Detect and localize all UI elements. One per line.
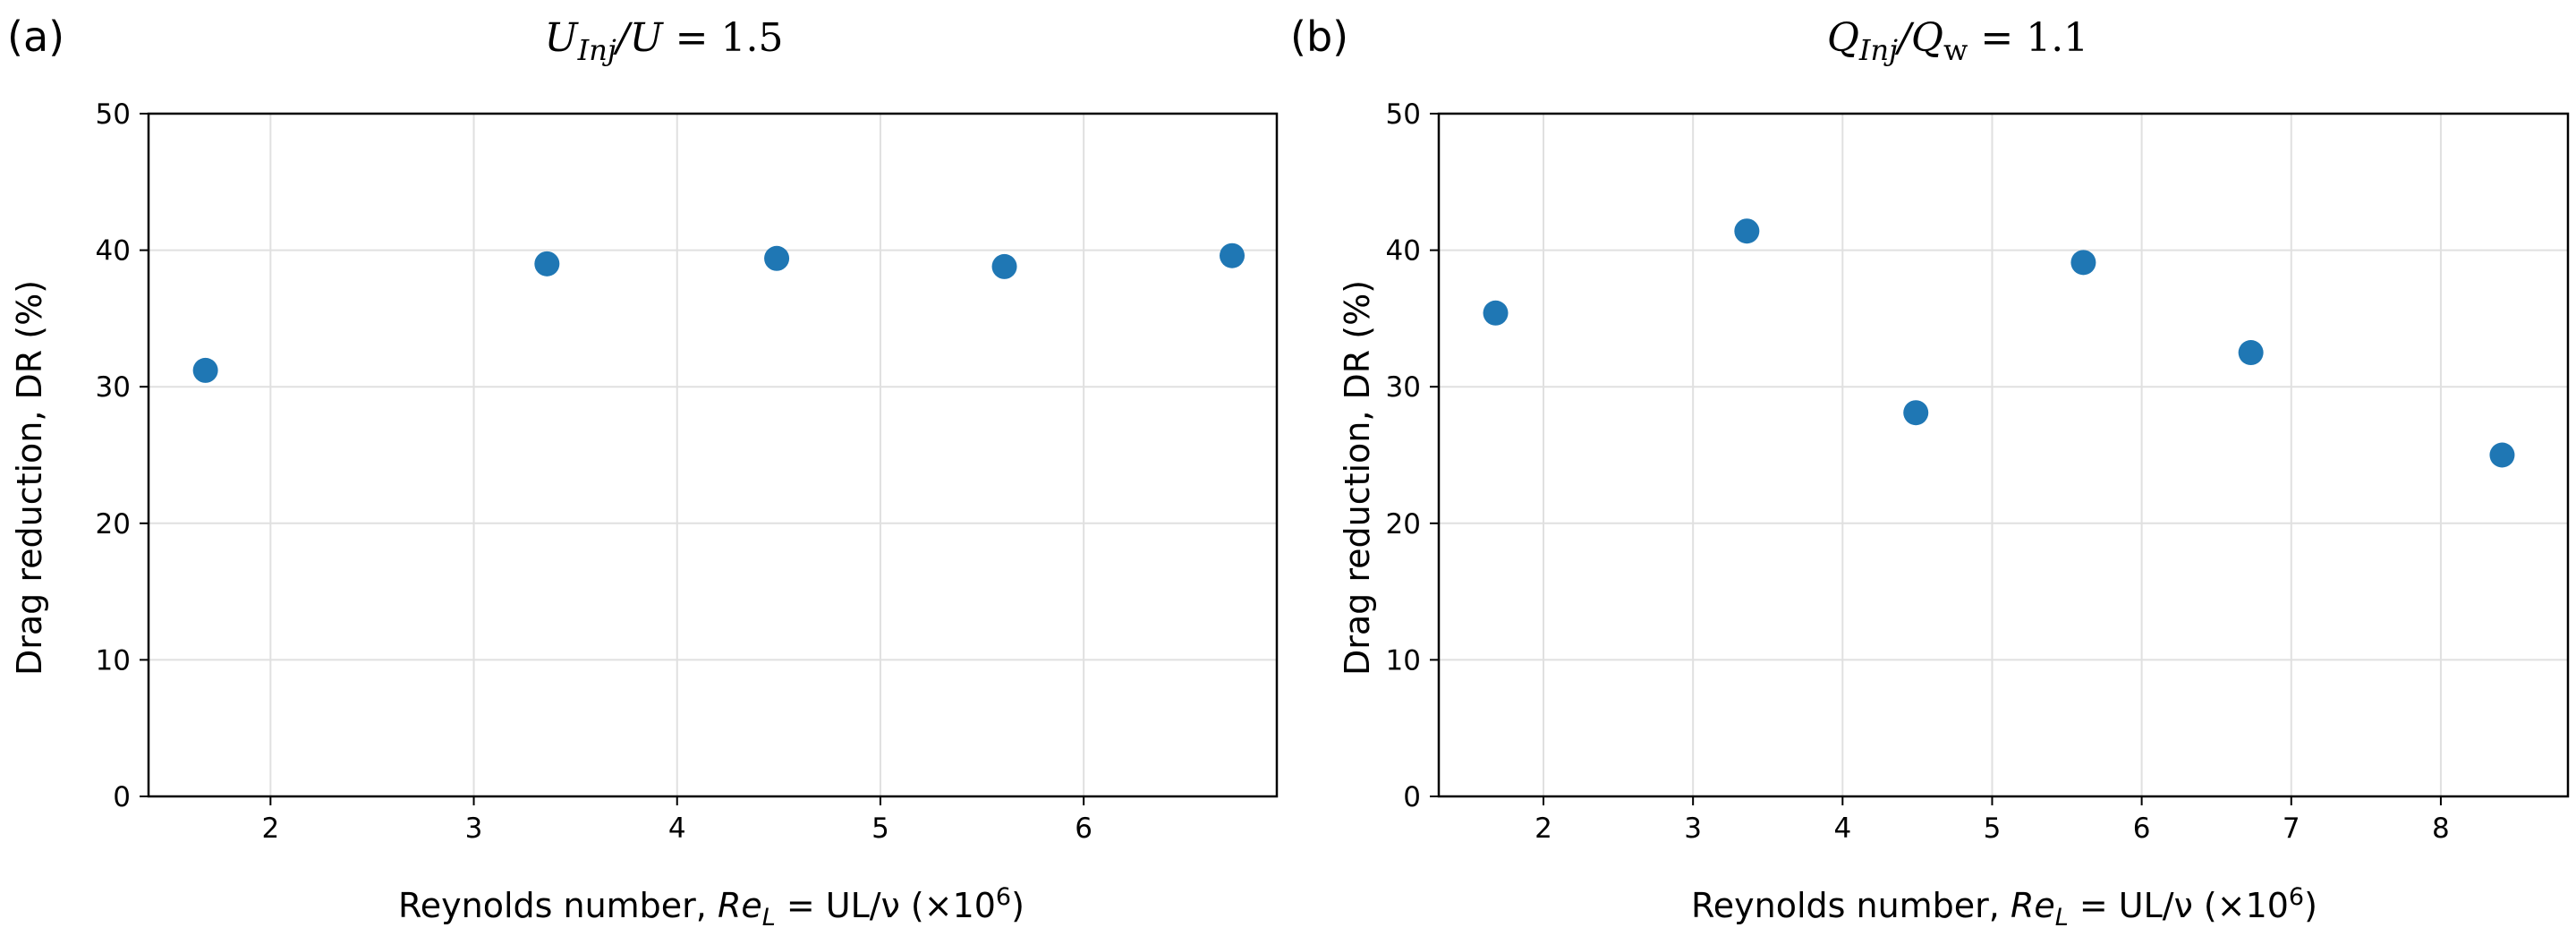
plot-frame-a <box>147 112 1279 798</box>
y-tick-label-a: 0 <box>113 781 131 813</box>
y-tick-label-a: 40 <box>96 235 131 268</box>
x-tick-label-b: 8 <box>2432 813 2450 845</box>
x-axis-label-a: Reynolds number, ReL = UL/ν (×106) <box>398 883 1024 932</box>
x-axis-label-b: Reynolds number, ReL = UL/ν (×106) <box>1691 883 2317 932</box>
x-tick-label-b: 2 <box>1535 813 1552 845</box>
x-tick-label-b: 3 <box>1684 813 1702 845</box>
panel-a: (a) UInj/U = 1.5 2 3 4 5 6 0 10 20 30 40 50 Reynol… <box>7 13 1279 932</box>
grid-a <box>149 113 1277 797</box>
y-tick-label-b: 40 <box>1386 235 1421 268</box>
x-tick-label-b: 7 <box>2283 813 2300 845</box>
data-point-a <box>991 253 1017 279</box>
x-tick-label-a: 6 <box>1075 813 1092 845</box>
grid-b <box>1439 113 2568 797</box>
data-point-b <box>1903 400 1929 426</box>
y-axis-label-a: Drag reduction, DR (%) <box>10 280 49 676</box>
ticks-b: 2 3 4 5 6 7 8 0 10 20 30 40 50 <box>1386 98 2450 845</box>
y-tick-label-b: 50 <box>1386 98 1421 131</box>
y-tick-label-a: 50 <box>96 98 131 131</box>
data-point-b <box>1483 300 1509 326</box>
data-point-b <box>2489 442 2515 468</box>
data-point-b <box>2070 250 2096 276</box>
data-point-a <box>192 357 218 383</box>
chart-title-a: UInj/U = 1.5 <box>545 15 784 67</box>
data-point-a <box>1220 243 1245 268</box>
y-tick-label-b: 10 <box>1386 644 1421 676</box>
chart-title-b: QInj/Qw = 1.1 <box>1827 15 2088 67</box>
data-point-a <box>764 245 790 271</box>
panel-label-a: (a) <box>7 13 64 61</box>
y-tick-label-b: 30 <box>1386 371 1421 404</box>
panel-label-b: (b) <box>1290 13 1348 61</box>
data-point-b <box>1734 218 1760 244</box>
ticks-a: 2 3 4 5 6 0 10 20 30 40 50 <box>96 98 1092 845</box>
x-tick-label-b: 5 <box>1984 813 2002 845</box>
x-tick-label-b: 6 <box>2133 813 2151 845</box>
x-tick-label-a: 3 <box>465 813 483 845</box>
points-b <box>1483 218 2515 468</box>
x-tick-label-a: 4 <box>668 813 686 845</box>
x-tick-label-b: 4 <box>1833 813 1851 845</box>
y-tick-label-b: 20 <box>1386 508 1421 540</box>
x-tick-label-a: 5 <box>871 813 889 845</box>
data-point-b <box>2238 340 2264 366</box>
points-a <box>192 243 1245 383</box>
y-tick-label-b: 0 <box>1403 781 1421 813</box>
y-tick-label-a: 30 <box>96 371 131 404</box>
data-point-a <box>534 251 560 277</box>
y-tick-label-a: 20 <box>96 508 131 540</box>
y-axis-label-b: Drag reduction, DR (%) <box>1338 280 1377 676</box>
y-tick-label-a: 10 <box>96 644 131 676</box>
panel-b: (b) QInj/Qw = 1.1 2 3 4 5 6 7 8 0 10 20 30 40 50 Rey… <box>1290 13 2570 932</box>
plot-frame-b <box>1437 112 2570 798</box>
x-tick-label-a: 2 <box>261 813 279 845</box>
